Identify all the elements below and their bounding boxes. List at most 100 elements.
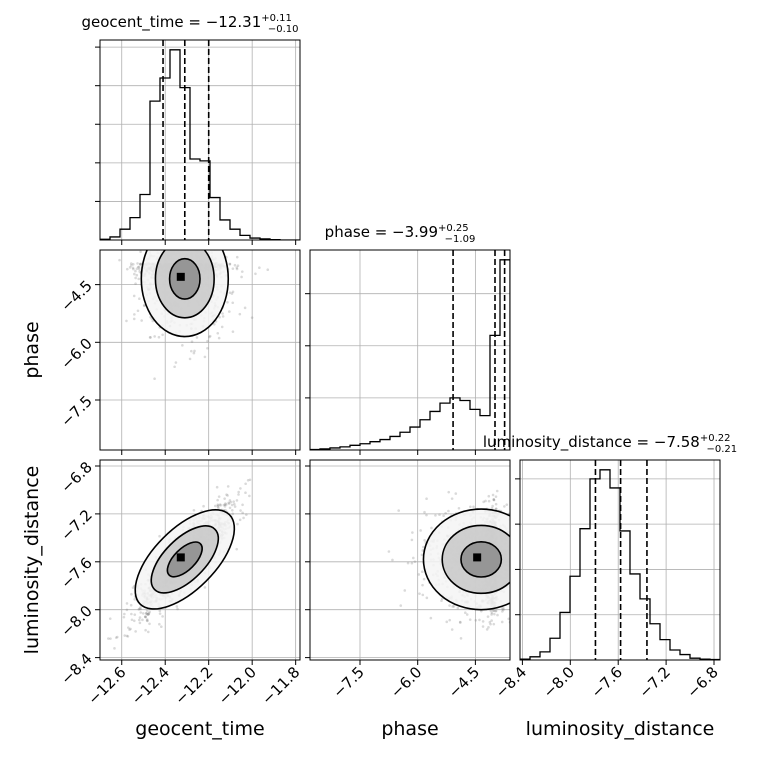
sample-point <box>181 344 184 347</box>
sample-point <box>494 507 498 511</box>
sample-point <box>158 534 161 538</box>
x-axis-label-phase: phase <box>381 718 438 740</box>
sample-point <box>158 622 161 626</box>
sample-point <box>229 500 233 504</box>
sample-point <box>147 241 150 244</box>
sample-point <box>132 267 135 271</box>
sample-point <box>512 554 515 557</box>
sample-point <box>131 263 135 266</box>
sample-point <box>228 245 231 248</box>
sample-point <box>505 503 509 506</box>
sample-point <box>131 586 135 589</box>
sample-point <box>146 630 150 634</box>
sample-point <box>239 487 242 490</box>
sample-point <box>494 502 498 506</box>
sample-point <box>266 268 270 272</box>
sample-point <box>137 277 141 281</box>
histogram-step-geocent_time <box>100 49 300 240</box>
sample-point <box>490 506 494 510</box>
sample-point <box>515 562 518 565</box>
sample-point <box>145 609 149 612</box>
sample-point <box>228 262 232 266</box>
sample-point <box>221 315 225 318</box>
sample-point <box>226 301 229 304</box>
sample-point <box>147 612 150 616</box>
sample-point <box>491 493 495 497</box>
hist-panel-luminosity_distance: −8.4 −8.0 −7.6 −7.2 −6.8luminosity_distance … <box>483 433 737 702</box>
x-axis-label-geocent_time: geocent_time <box>135 718 264 740</box>
sample-point <box>223 245 226 248</box>
sample-point <box>391 558 394 562</box>
sample-point <box>218 503 222 506</box>
sample-point <box>440 597 444 601</box>
sample-point <box>403 589 407 592</box>
sample-point <box>220 325 224 329</box>
sample-point <box>138 297 141 301</box>
sample-point <box>115 635 119 639</box>
sample-point <box>515 591 518 594</box>
sample-point <box>492 498 496 502</box>
sample-point <box>145 618 149 621</box>
panel-background <box>310 250 510 450</box>
sample-point <box>151 319 155 323</box>
density-contours <box>140 250 230 338</box>
sample-point <box>213 504 217 508</box>
sample-point <box>516 573 519 576</box>
sample-point <box>457 506 461 510</box>
sample-point <box>425 596 429 600</box>
sample-point <box>492 497 496 501</box>
sample-point <box>487 626 490 629</box>
sample-point <box>135 267 139 270</box>
sample-point <box>221 312 224 315</box>
sample-point <box>487 494 491 498</box>
sample-point <box>440 599 443 603</box>
sample-point <box>123 612 126 616</box>
sample-point <box>195 246 198 249</box>
sample-point <box>219 504 222 507</box>
sample-point <box>459 637 463 640</box>
sample-point <box>138 270 141 273</box>
sample-point <box>190 340 194 343</box>
sample-point <box>231 512 235 516</box>
sample-point <box>418 592 421 595</box>
sample-point <box>146 619 149 623</box>
sample-point <box>171 244 174 247</box>
sample-point <box>494 609 498 613</box>
sample-point <box>109 637 112 640</box>
sample-point <box>217 495 221 498</box>
sample-point <box>138 621 142 625</box>
sample-point <box>419 529 422 532</box>
sample-point <box>450 497 454 500</box>
sample-point <box>500 620 504 624</box>
x-tick-label: −8.4 <box>492 663 530 701</box>
sample-point <box>145 612 149 616</box>
sample-point <box>493 612 496 616</box>
sample-point <box>422 577 426 581</box>
sample-point <box>237 490 240 494</box>
sample-point <box>491 609 495 612</box>
panel-border <box>309 459 511 661</box>
sample-point <box>118 258 121 262</box>
sample-point <box>208 334 212 338</box>
sample-point <box>187 240 190 243</box>
sample-point <box>513 573 516 576</box>
sample-point <box>494 495 498 498</box>
sample-point <box>482 500 485 504</box>
sample-point <box>465 613 469 616</box>
sample-point <box>387 550 391 553</box>
sample-point <box>227 501 230 505</box>
sample-point <box>188 357 192 361</box>
sample-point <box>231 330 235 333</box>
sample-point <box>172 241 175 244</box>
sample-point <box>206 346 209 350</box>
sample-point <box>108 617 112 620</box>
sample-point <box>227 310 231 313</box>
sample-point <box>430 526 433 530</box>
sample-point <box>192 508 196 512</box>
sample-point <box>138 607 141 611</box>
sample-point <box>144 615 147 619</box>
sample-point <box>193 246 196 249</box>
sample-point <box>225 493 228 496</box>
sample-point <box>203 586 207 589</box>
sample-point <box>500 607 504 610</box>
